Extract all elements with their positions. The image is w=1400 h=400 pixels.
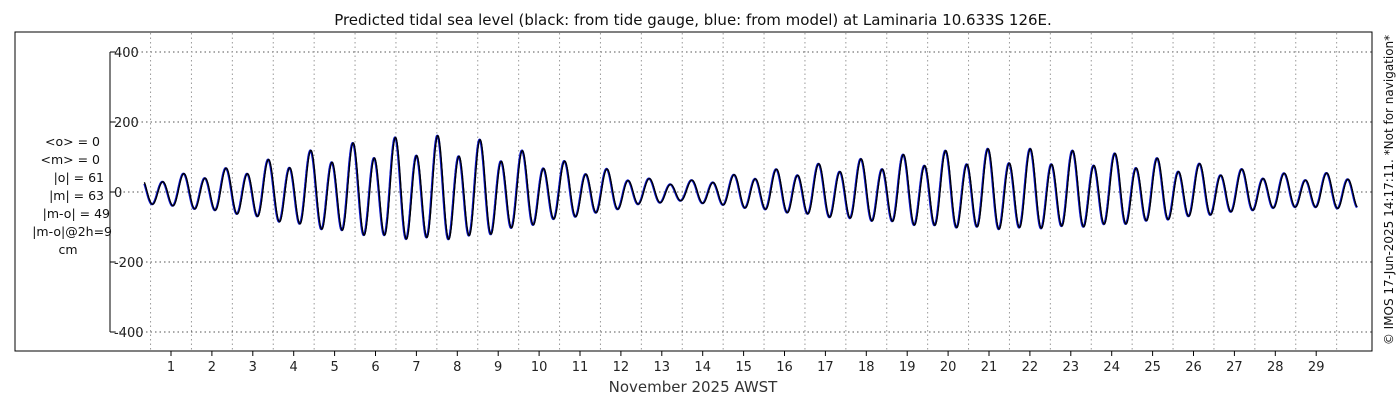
x-tick-label: 11 xyxy=(572,360,589,375)
stats-block: <o> = 0 <m> = 0 |o| = 61 |m| = 63 |m-o| … xyxy=(32,134,112,257)
x-tick-label: 7 xyxy=(412,360,420,375)
y-axis: 400 200 0 -200 -400 xyxy=(109,46,144,341)
x-tick-label: 2 xyxy=(208,360,216,375)
x-tick-label: 16 xyxy=(776,360,793,375)
x-tick-label: 19 xyxy=(899,360,916,375)
x-tick-label: 20 xyxy=(940,360,957,375)
chart-title: Predicted tidal sea level (black: from t… xyxy=(334,11,1052,29)
x-tick-label: 10 xyxy=(531,360,548,375)
x-tick-label: 22 xyxy=(1022,360,1039,375)
x-tick-label: 21 xyxy=(981,360,998,375)
y-tick-label: 400 xyxy=(114,46,139,61)
x-tick-label: 13 xyxy=(654,360,671,375)
stat-abs-model: |m| = 63 xyxy=(49,188,104,203)
x-axis: 1 2 3 4 5 6 7 8 9 10 11 12 13 14 15 16 17 18 19 20 21 22 23 24 2… xyxy=(167,351,1325,375)
x-tick-label: 28 xyxy=(1267,360,1284,375)
x-axis-label: November 2025 AWST xyxy=(609,378,779,396)
y-tick-label: 0 xyxy=(114,186,122,201)
credit-text: © IMOS 17-Jun-2025 14:17:11. *Not for na… xyxy=(1382,35,1396,345)
stat-mean-model: <m> = 0 xyxy=(41,152,101,167)
x-tick-label: 1 xyxy=(167,360,175,375)
x-tick-label: 14 xyxy=(694,360,711,375)
y-tick-label: -400 xyxy=(114,326,144,341)
x-tick-label: 24 xyxy=(1103,360,1120,375)
series-line-observed xyxy=(143,135,1358,240)
x-tick-label: 6 xyxy=(371,360,379,375)
x-tick-label: 9 xyxy=(494,360,502,375)
x-tick-label: 5 xyxy=(330,360,338,375)
stat-abs-diff-2h: |m-o|@2h=9 xyxy=(32,224,112,239)
x-tick-label: 12 xyxy=(613,360,630,375)
x-tick-label: 23 xyxy=(1063,360,1080,375)
x-tick-label: 29 xyxy=(1308,360,1325,375)
x-tick-label: 17 xyxy=(817,360,834,375)
y-tick-label: -200 xyxy=(114,256,144,271)
series-group xyxy=(143,134,1359,241)
y-tick-label: 200 xyxy=(114,116,139,131)
x-tick-label: 27 xyxy=(1226,360,1243,375)
x-tick-label: 4 xyxy=(290,360,298,375)
stat-mean-obs: <o> = 0 xyxy=(45,134,100,149)
plot-frame xyxy=(14,31,1373,352)
stat-abs-obs: |o| = 61 xyxy=(54,170,104,185)
x-tick-label: 26 xyxy=(1185,360,1202,375)
stat-unit: cm xyxy=(58,242,77,257)
x-tick-label: 25 xyxy=(1144,360,1161,375)
stat-abs-diff: |m-o| = 49 xyxy=(43,206,110,221)
x-tick-label: 15 xyxy=(735,360,752,375)
x-tick-label: 3 xyxy=(249,360,257,375)
x-tick-label: 18 xyxy=(858,360,875,375)
x-tick-label: 8 xyxy=(453,360,461,375)
